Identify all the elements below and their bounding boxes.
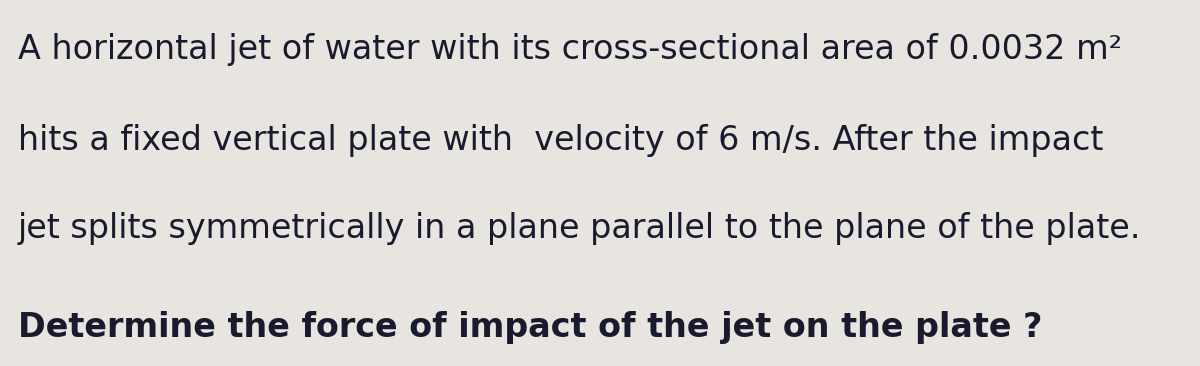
Text: Determine the force of impact of the jet on the plate ?: Determine the force of impact of the jet… — [18, 311, 1043, 344]
Text: jet splits symmetrically in a plane parallel to the plane of the plate.: jet splits symmetrically in a plane para… — [18, 212, 1141, 245]
Text: A horizontal jet of water with its cross-sectional area of 0.0032 m²: A horizontal jet of water with its cross… — [18, 33, 1122, 66]
Text: hits a fixed vertical plate with  velocity of 6 m/s. After the impact: hits a fixed vertical plate with velocit… — [18, 124, 1103, 157]
